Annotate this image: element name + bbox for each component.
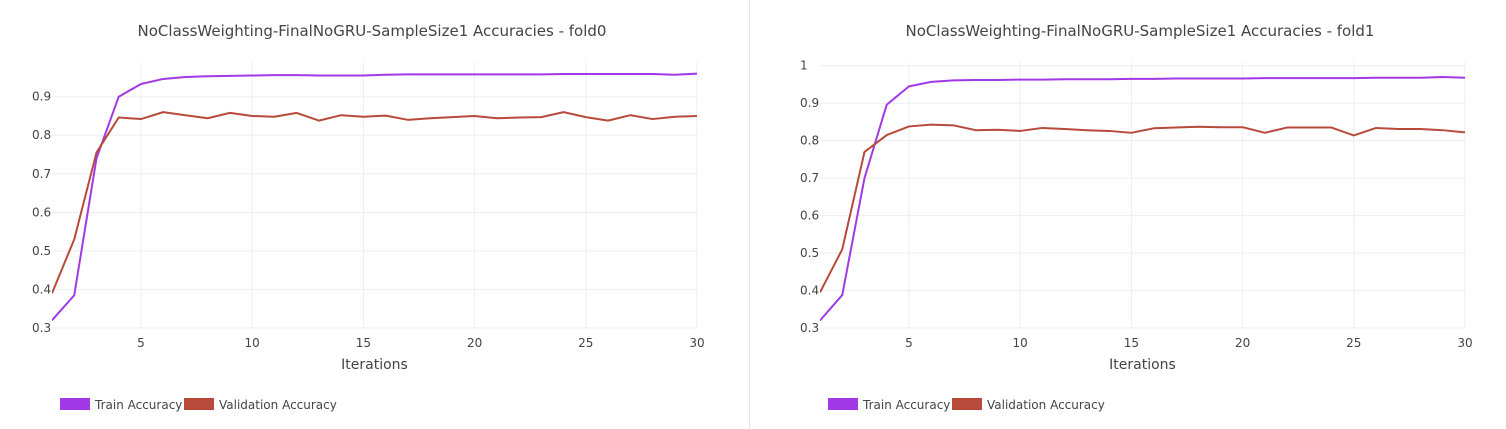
chart-title: NoClassWeighting-FinalNoGRU-SampleSize1 …: [906, 22, 1375, 40]
y-tick-label: 0.9: [32, 90, 51, 104]
legend-swatch: [60, 398, 90, 410]
x-tick-label: 30: [1457, 336, 1472, 350]
x-tick-label: 15: [356, 336, 371, 350]
x-axis-title: Iterations: [1109, 357, 1176, 373]
x-tick-label: 20: [467, 336, 482, 350]
y-tick-label: 1: [800, 59, 808, 73]
y-tick-label: 0.8: [800, 134, 819, 148]
y-tick-label: 0.6: [32, 205, 51, 219]
chart-title: NoClassWeighting-FinalNoGRU-SampleSize1 …: [138, 22, 607, 40]
legend-swatch: [952, 398, 982, 410]
x-tick-label: 20: [1235, 336, 1250, 350]
series-line-train-accuracy: [820, 75, 1465, 322]
y-tick-label: 0.5: [32, 244, 51, 258]
y-tick-label: 0.6: [800, 209, 819, 223]
x-tick-label: 5: [905, 336, 913, 350]
legend-label: Validation Accuracy: [219, 398, 337, 412]
y-tick-label: 0.8: [32, 128, 51, 142]
legend-label: Validation Accuracy: [987, 398, 1105, 412]
legend-item[interactable]: Train Accuracy: [60, 398, 182, 412]
y-tick-label: 0.9: [800, 96, 819, 110]
x-tick-label: 10: [245, 336, 260, 350]
x-tick-label: 5: [137, 336, 145, 350]
legend-item[interactable]: Train Accuracy: [828, 398, 950, 412]
y-tick-label: 0.4: [32, 282, 51, 296]
y-tick-label: 0.7: [32, 167, 51, 181]
legend-swatch: [184, 398, 214, 410]
x-axis-title: Iterations: [341, 357, 408, 373]
legend-label: Train Accuracy: [862, 398, 950, 412]
legend-swatch: [828, 398, 858, 410]
y-tick-label: 0.4: [800, 284, 819, 298]
y-tick-label: 0.3: [32, 321, 51, 335]
series-line-train-accuracy: [52, 72, 697, 321]
y-tick-label: 0.5: [800, 246, 819, 260]
x-tick-label: 15: [1124, 336, 1139, 350]
legend-item[interactable]: Validation Accuracy: [952, 398, 1105, 412]
legend-item[interactable]: Validation Accuracy: [184, 398, 337, 412]
x-tick-label: 30: [689, 336, 704, 350]
chart-panel-fold0: NoClassWeighting-FinalNoGRU-SampleSize1 …: [0, 0, 749, 429]
chart-svg-fold1: NoClassWeighting-FinalNoGRU-SampleSize1 …: [800, 22, 1473, 412]
chart-panel-fold1: NoClassWeighting-FinalNoGRU-SampleSize1 …: [750, 0, 1506, 429]
x-tick-label: 25: [578, 336, 593, 350]
series-line-validation-accuracy: [52, 111, 697, 294]
y-tick-label: 0.7: [800, 171, 819, 185]
series-line-validation-accuracy: [820, 123, 1465, 293]
x-tick-label: 10: [1013, 336, 1028, 350]
legend-label: Train Accuracy: [94, 398, 182, 412]
y-tick-label: 0.3: [800, 321, 819, 335]
panel-divider: [749, 0, 750, 429]
chart-svg-fold0: NoClassWeighting-FinalNoGRU-SampleSize1 …: [32, 22, 705, 412]
x-tick-label: 25: [1346, 336, 1361, 350]
